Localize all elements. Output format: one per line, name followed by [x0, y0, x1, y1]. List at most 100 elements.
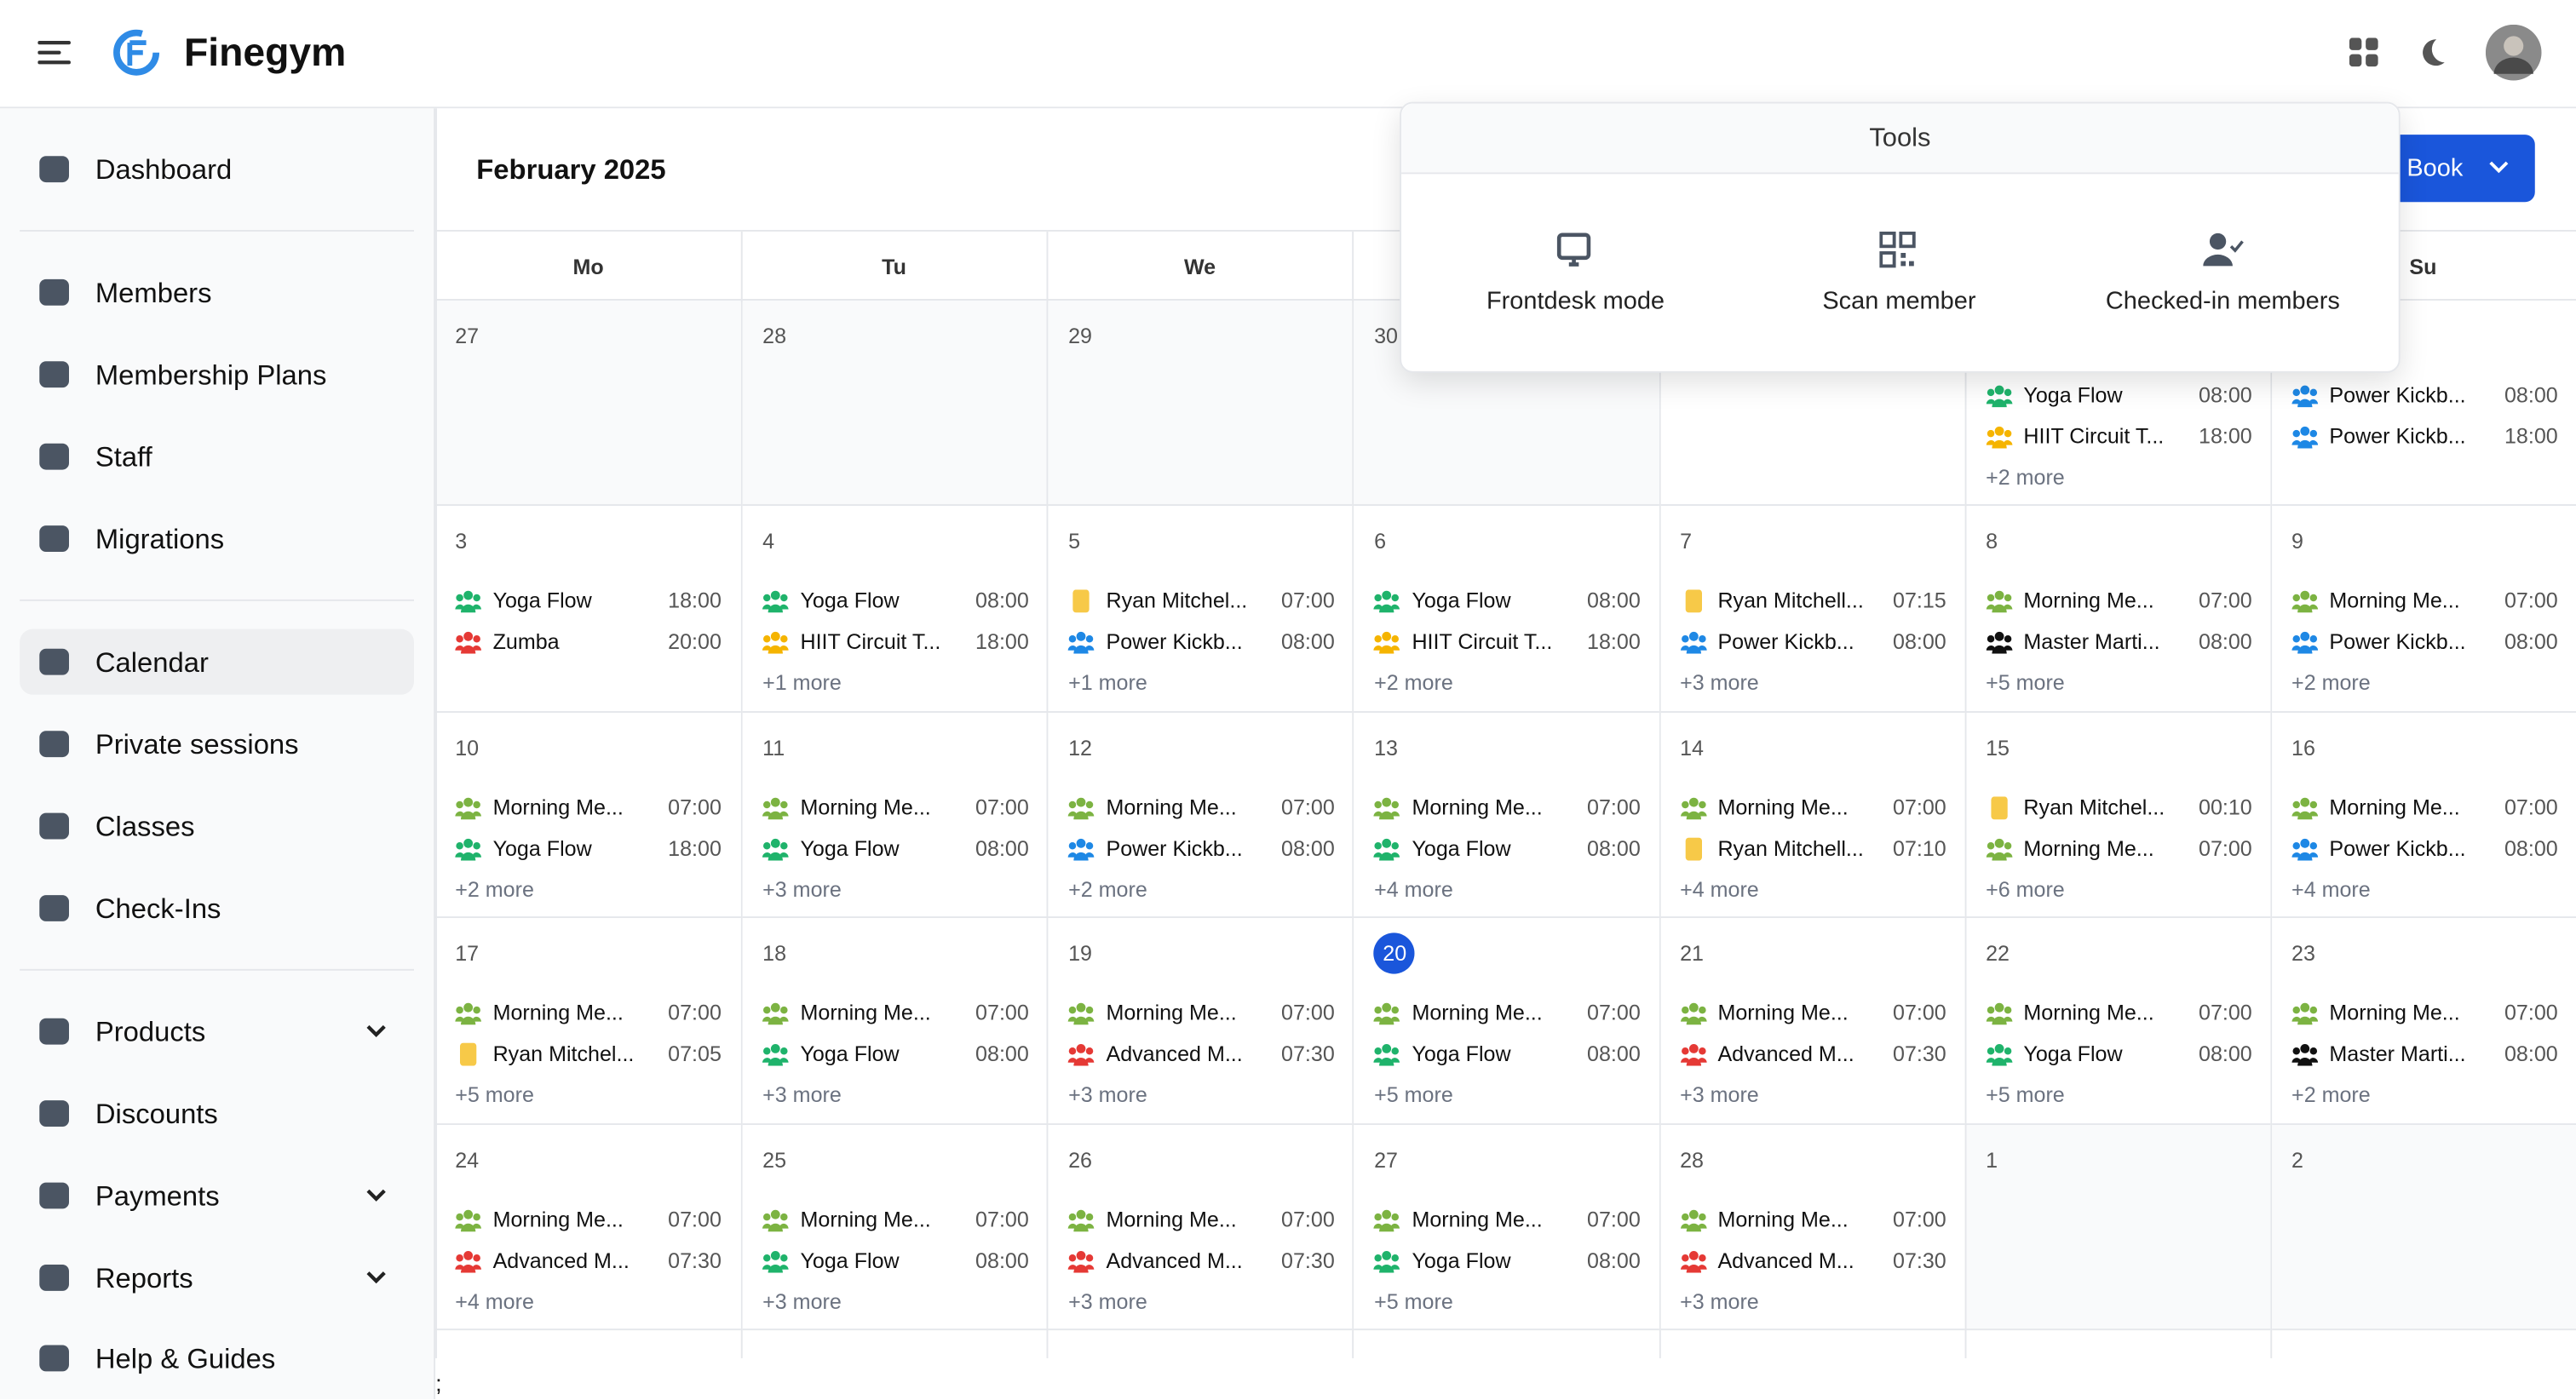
- nav-item[interactable]: Private sessions: [20, 711, 414, 777]
- event[interactable]: Master Marti... 08:00: [1982, 627, 2252, 660]
- book-button[interactable]: Book: [2382, 135, 2535, 203]
- more-link[interactable]: +3 more: [1068, 1082, 1147, 1108]
- more-link[interactable]: +4 more: [2291, 876, 2371, 902]
- event[interactable]: Yoga Flow 08:00: [759, 832, 1029, 865]
- event[interactable]: Morning Me... 07:00: [1371, 997, 1641, 1030]
- event[interactable]: Morning Me... 07:00: [1065, 1203, 1335, 1236]
- tool-button[interactable]: Frontdesk mode: [1419, 218, 1731, 317]
- more-link[interactable]: +5 more: [1986, 670, 2065, 696]
- event[interactable]: Yoga Flow 08:00: [1371, 832, 1641, 865]
- event[interactable]: Morning Me... 07:00: [1982, 832, 2252, 865]
- event[interactable]: Power Kickb... 08:00: [2288, 627, 2558, 660]
- event[interactable]: Ryan Mitchell... 07:10: [1676, 832, 1946, 865]
- event[interactable]: Advanced M... 07:30: [1065, 1038, 1335, 1071]
- event[interactable]: Morning Me... 07:00: [1676, 791, 1946, 824]
- event[interactable]: Morning Me... 07:00: [451, 791, 722, 824]
- event[interactable]: Yoga Flow 18:00: [451, 832, 722, 865]
- event[interactable]: Power Kickb... 08:00: [1065, 627, 1335, 660]
- event[interactable]: Morning Me... 07:00: [2288, 585, 2558, 618]
- more-link[interactable]: +5 more: [455, 1082, 534, 1108]
- more-link[interactable]: +3 more: [762, 1082, 842, 1108]
- tool-button[interactable]: Checked-in members: [2067, 218, 2378, 317]
- event[interactable]: Yoga Flow 18:00: [451, 585, 722, 618]
- nav-item[interactable]: Check-Ins: [20, 875, 414, 941]
- event[interactable]: Yoga Flow 08:00: [1982, 1038, 2252, 1071]
- event[interactable]: Yoga Flow 08:00: [1371, 1244, 1641, 1277]
- more-link[interactable]: +3 more: [762, 1288, 842, 1314]
- event[interactable]: Power Kickb... 08:00: [1676, 627, 1946, 660]
- theme-button[interactable]: [2417, 37, 2447, 67]
- event[interactable]: Master Marti... 08:00: [2288, 1038, 2558, 1071]
- more-link[interactable]: +2 more: [2291, 1082, 2371, 1108]
- nav-item[interactable]: Help & Guides: [20, 1325, 414, 1391]
- nav-item[interactable]: Reports: [20, 1245, 414, 1311]
- more-link[interactable]: +5 more: [1986, 1082, 2065, 1108]
- more-link[interactable]: +3 more: [1680, 1082, 1759, 1108]
- tool-button[interactable]: Scan member: [1743, 218, 2055, 317]
- nav-item[interactable]: Dashboard: [20, 136, 414, 202]
- nav-item[interactable]: Members: [20, 260, 414, 325]
- event[interactable]: Yoga Flow 08:00: [1982, 379, 2252, 412]
- event[interactable]: Morning Me... 07:00: [1676, 997, 1946, 1030]
- nav-item[interactable]: Staff: [20, 424, 414, 490]
- event[interactable]: Morning Me... 07:00: [451, 997, 722, 1030]
- event[interactable]: Morning Me... 07:00: [1982, 997, 2252, 1030]
- more-link[interactable]: +2 more: [1374, 670, 1453, 696]
- more-link[interactable]: +2 more: [2291, 670, 2371, 696]
- more-link[interactable]: +2 more: [1068, 876, 1147, 902]
- menu-button[interactable]: [37, 36, 71, 69]
- event[interactable]: HIIT Circuit T... 18:00: [1982, 421, 2252, 454]
- event[interactable]: Advanced M... 07:30: [451, 1244, 722, 1277]
- event[interactable]: Morning Me... 07:00: [759, 1203, 1029, 1236]
- more-link[interactable]: +5 more: [1374, 1288, 1453, 1314]
- more-link[interactable]: +1 more: [762, 670, 842, 696]
- event[interactable]: Morning Me... 07:00: [1982, 585, 2252, 618]
- more-link[interactable]: +4 more: [1680, 876, 1759, 902]
- event[interactable]: HIIT Circuit T... 18:00: [759, 627, 1029, 660]
- event[interactable]: Power Kickb... 08:00: [2288, 832, 2558, 865]
- event[interactable]: Morning Me... 07:00: [1065, 791, 1335, 824]
- event[interactable]: Yoga Flow 08:00: [1371, 585, 1641, 618]
- nav-item[interactable]: Calendar: [20, 628, 414, 695]
- more-link[interactable]: +4 more: [455, 1288, 534, 1314]
- more-link[interactable]: +2 more: [1986, 464, 2065, 490]
- nav-item[interactable]: Payments: [20, 1162, 414, 1228]
- event[interactable]: HIIT Circuit T... 18:00: [1371, 627, 1641, 660]
- avatar[interactable]: [2485, 24, 2542, 81]
- more-link[interactable]: +1 more: [1068, 670, 1147, 696]
- more-link[interactable]: +3 more: [762, 876, 842, 902]
- event[interactable]: Morning Me... 07:00: [2288, 791, 2558, 824]
- event[interactable]: Morning Me... 07:00: [1676, 1203, 1946, 1236]
- more-link[interactable]: +4 more: [1374, 876, 1453, 902]
- nav-item[interactable]: Classes: [20, 793, 414, 858]
- more-link[interactable]: +3 more: [1680, 670, 1759, 696]
- event[interactable]: Zumba 20:00: [451, 627, 722, 660]
- event[interactable]: Yoga Flow 08:00: [759, 1244, 1029, 1277]
- more-link[interactable]: +5 more: [1374, 1082, 1453, 1108]
- event[interactable]: Power Kickb... 08:00: [1065, 832, 1335, 865]
- nav-item[interactable]: Migrations: [20, 506, 414, 571]
- event[interactable]: Morning Me... 07:00: [451, 1203, 722, 1236]
- event[interactable]: Morning Me... 07:00: [1371, 1203, 1641, 1236]
- more-link[interactable]: +2 more: [455, 876, 534, 902]
- event[interactable]: Yoga Flow 08:00: [759, 1038, 1029, 1071]
- nav-item[interactable]: Membership Plans: [20, 341, 414, 407]
- event[interactable]: Advanced M... 07:30: [1065, 1244, 1335, 1277]
- event[interactable]: Morning Me... 07:00: [2288, 997, 2558, 1030]
- event[interactable]: Morning Me... 07:00: [759, 791, 1029, 824]
- event[interactable]: Advanced M... 07:30: [1676, 1244, 1946, 1277]
- event[interactable]: Ryan Mitchel... 00:10: [1982, 791, 2252, 824]
- event[interactable]: Ryan Mitchell... 07:15: [1676, 585, 1946, 618]
- more-link[interactable]: +6 more: [1986, 876, 2065, 902]
- event[interactable]: Yoga Flow 08:00: [759, 585, 1029, 618]
- apps-button[interactable]: [2349, 37, 2379, 67]
- event[interactable]: Ryan Mitchel... 07:05: [451, 1038, 722, 1071]
- event[interactable]: Morning Me... 07:00: [1065, 997, 1335, 1030]
- event[interactable]: Power Kickb... 08:00: [2288, 379, 2558, 412]
- nav-item[interactable]: Discounts: [20, 1081, 414, 1146]
- event[interactable]: Advanced M... 07:30: [1676, 1038, 1946, 1071]
- event[interactable]: Yoga Flow 08:00: [1371, 1038, 1641, 1071]
- event[interactable]: Morning Me... 07:00: [1371, 791, 1641, 824]
- event[interactable]: Morning Me... 07:00: [759, 997, 1029, 1030]
- event[interactable]: Power Kickb... 18:00: [2288, 421, 2558, 454]
